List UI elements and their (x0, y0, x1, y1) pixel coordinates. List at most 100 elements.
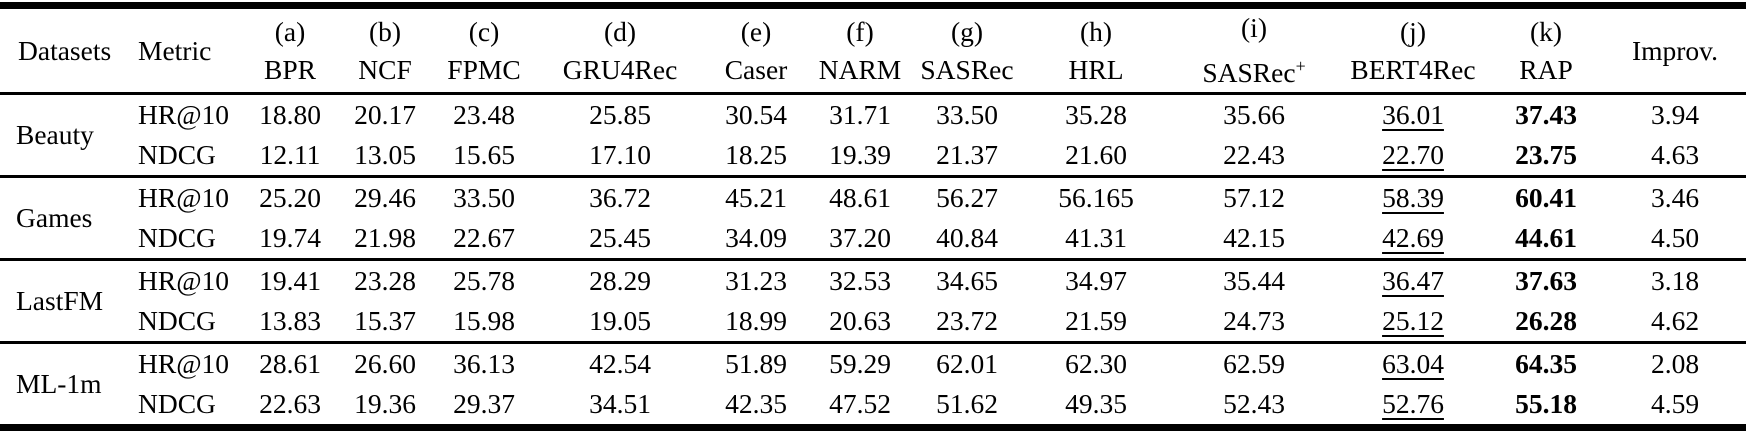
cell-improv: 4.50 (1650, 222, 1700, 254)
method-name: SASRec+ (1170, 47, 1338, 92)
cell-hrl: 56.165 (1022, 175, 1170, 219)
cell-narm: 20.63 (829, 305, 891, 337)
cell-narm: 19.39 (829, 139, 891, 171)
cell-bert4rec: 58.39 (1338, 175, 1488, 219)
dataset-label: Games (0, 175, 130, 260)
cell-improv: 3.46 (1604, 175, 1746, 219)
cell-sasrec-plus: 62.59 (1170, 341, 1338, 385)
cell-narm: 32.53 (808, 258, 912, 302)
cell-hrl: 21.60 (1065, 139, 1127, 171)
cell-improv: 3.94 (1650, 99, 1700, 131)
method-name: RAP (1488, 51, 1604, 89)
method-name-superscript: + (1295, 56, 1306, 76)
cell-bert4rec: 36.01 (1382, 99, 1444, 131)
table-row: ML-1m HR@10 28.61 26.60 36.13 42.54 51.89 59.29… (0, 341, 1746, 428)
cell-sasrec-plus: 35.66 (1223, 99, 1285, 131)
method-name: BPR (242, 51, 338, 89)
cell-gru4rec: 36.72 (536, 175, 704, 219)
cell-caser: 31.23 (704, 258, 808, 302)
cell-sasrec-plus: 52.43 (1223, 388, 1285, 420)
cell-rap: 37.63 (1488, 258, 1604, 302)
cell-rap: 37.43 (1515, 99, 1577, 131)
cell-fpmc: 33.50 (432, 175, 536, 219)
cell-caser: 18.25 (725, 139, 787, 171)
col-header-improv: Improv. (1631, 34, 1719, 66)
cell-rap: 44.61 (1515, 222, 1577, 254)
method-name: HRL (1022, 51, 1170, 89)
cell-ncf: 29.46 (338, 175, 432, 219)
method-name-text: BPR (264, 53, 316, 85)
method-tag: (d) (603, 15, 637, 47)
cell-bpr: 19.74 (259, 222, 321, 254)
method-name-text: RAP (1519, 53, 1573, 85)
method-name: BERT4Rec (1338, 51, 1488, 89)
cell-hrl: 35.28 (1065, 99, 1127, 131)
cell-ncf: 23.28 (338, 258, 432, 302)
cell-sasrec: 51.62 (936, 388, 998, 420)
cell-ncf: 19.36 (354, 388, 416, 420)
cell-hrl: 34.97 (1022, 258, 1170, 302)
cell-improv: 2.08 (1604, 341, 1746, 385)
cell-fpmc: 25.78 (432, 258, 536, 302)
table-row: Beauty HR@10 18.80 20.17 23.48 25.85 30.54 31.7… (0, 94, 1746, 150)
cell-gru4rec: 28.29 (536, 258, 704, 302)
cell-narm: 59.29 (808, 341, 912, 385)
cell-bert4rec: 63.04 (1338, 341, 1488, 385)
cell-bert4rec: 36.47 (1338, 258, 1488, 302)
method-name-text: FPMC (447, 53, 521, 85)
method-tag: (e) (740, 15, 772, 47)
col-header-ncf: (b) NCF (338, 6, 432, 94)
metric-label: NDCG (138, 388, 216, 420)
method-tag: (i) (1241, 12, 1267, 43)
cell-gru4rec: 17.10 (589, 139, 651, 171)
cell-ncf: 26.60 (338, 341, 432, 385)
method-name: GRU4Rec (536, 51, 704, 89)
cell-bpr: 25.20 (242, 175, 338, 219)
cell-fpmc: 23.48 (453, 99, 515, 131)
metric-label: NDCG (138, 222, 216, 254)
header-row: Datasets Metric (a) BPR (b) NCF (c) FPMC (d) GRU4… (0, 6, 1746, 94)
col-header-rap: (k) RAP (1488, 6, 1604, 94)
metric-label: HR@10 (130, 258, 242, 302)
cell-sasrec: 62.01 (912, 341, 1022, 385)
col-header-bpr: (a) BPR (242, 6, 338, 94)
col-header-gru4rec: (d) GRU4Rec (536, 6, 704, 94)
cell-sasrec-plus: 42.15 (1223, 222, 1285, 254)
cell-sasrec: 40.84 (936, 222, 998, 254)
method-name-text: BERT4Rec (1350, 53, 1476, 85)
table-body: Beauty HR@10 18.80 20.17 23.48 25.85 30.54 31.7… (0, 94, 1746, 428)
cell-bert4rec: 42.69 (1382, 222, 1444, 254)
table-row: NDCG 12.11 13.05 15.65 17.10 18.25 19.39 21.37 2… (0, 135, 1746, 177)
cell-rap: 55.18 (1515, 388, 1577, 420)
col-header-datasets: Datasets (18, 34, 112, 66)
cell-fpmc: 22.67 (453, 222, 515, 254)
cell-gru4rec: 42.54 (536, 341, 704, 385)
cell-rap: 60.41 (1488, 175, 1604, 219)
col-header-caser: (e) Caser (704, 6, 808, 94)
cell-bpr: 18.80 (259, 99, 321, 131)
method-tag: (f) (846, 15, 874, 47)
table-row: NDCG 22.63 19.36 29.37 34.51 42.35 47.52 51.62 4… (0, 384, 1746, 428)
method-name-text: GRU4Rec (562, 53, 678, 85)
cell-hrl: 49.35 (1065, 388, 1127, 420)
cell-ncf: 13.05 (354, 139, 416, 171)
cell-narm: 47.52 (829, 388, 891, 420)
col-header-fpmc: (c) FPMC (432, 6, 536, 94)
cell-sasrec-plus: 22.43 (1223, 139, 1285, 171)
cell-caser: 51.89 (704, 341, 808, 385)
cell-narm: 37.20 (829, 222, 891, 254)
cell-sasrec-plus: 57.12 (1170, 175, 1338, 219)
cell-bpr: 12.11 (259, 139, 321, 171)
method-name-text: SASRec (1202, 57, 1296, 89)
cell-ncf: 21.98 (354, 222, 416, 254)
table-row: NDCG 19.74 21.98 22.67 25.45 34.09 37.20 40.84 4… (0, 218, 1746, 260)
cell-sasrec: 23.72 (936, 305, 998, 337)
cell-caser: 34.09 (725, 222, 787, 254)
method-tag: (c) (468, 15, 500, 47)
cell-ncf: 20.17 (354, 99, 416, 131)
cell-sasrec: 34.65 (912, 258, 1022, 302)
method-tag: (h) (1079, 15, 1113, 47)
cell-sasrec-plus: 35.44 (1170, 258, 1338, 302)
table-row: NDCG 13.83 15.37 15.98 19.05 18.99 20.63 23.72 2… (0, 301, 1746, 343)
cell-improv: 4.63 (1650, 139, 1700, 171)
